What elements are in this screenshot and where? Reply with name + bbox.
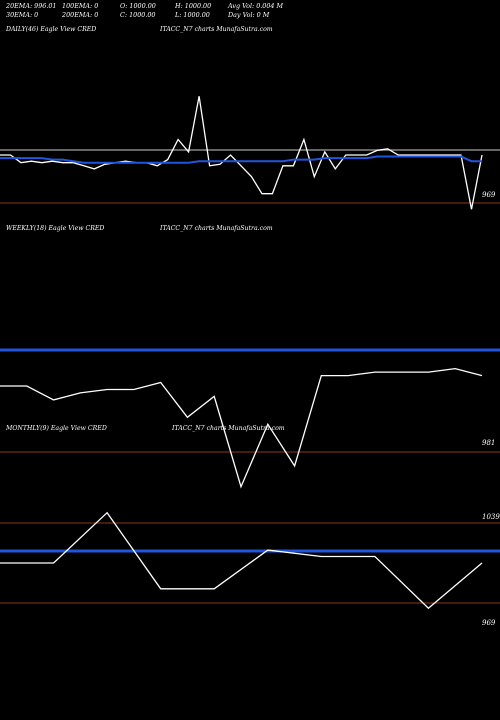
monthly-panel-subtitle: ITACC_N7 charts MunafaSutra.com — [172, 425, 285, 432]
stat-high: H: 1000.00 — [175, 2, 212, 10]
weekly-panel-subtitle: ITACC_N7 charts MunafaSutra.com — [160, 225, 273, 232]
stat-30ema: 30EMA: 0 — [6, 11, 39, 19]
weekly-price-line — [0, 367, 483, 489]
monthly-price-line — [0, 511, 483, 610]
stat-day-vol: Day Vol: 0 M — [228, 11, 270, 19]
daily-panel-title: DAILY(46) Eagle View CRED — [6, 26, 97, 33]
monthly-level-label: 1039 — [482, 513, 500, 521]
weekly-level-label: 981 — [482, 439, 495, 447]
stat-close: C: 1000.00 — [120, 11, 156, 19]
stat-avg-vol: Avg Vol: 0.004 M — [228, 2, 284, 10]
monthly-level-label: 969 — [482, 619, 496, 627]
stat-100ema: 100EMA: 0 — [62, 2, 99, 10]
daily-ema-line — [0, 155, 482, 164]
stat-20ema: 20EMA: 996.01 — [6, 2, 57, 10]
stat-open: O: 1000.00 — [120, 2, 156, 10]
monthly-panel-title: MONTHLY(9) Eagle View CRED — [6, 425, 107, 432]
daily-price-line — [0, 96, 483, 210]
weekly-panel-title: WEEKLY(18) Eagle View CRED — [6, 225, 105, 232]
stat-low: L: 1000.00 — [175, 11, 210, 19]
daily-panel-subtitle: ITACC_N7 charts MunafaSutra.com — [160, 26, 273, 33]
stat-200ema: 200EMA: 0 — [62, 11, 99, 19]
daily-level-label: 969 — [482, 191, 496, 199]
